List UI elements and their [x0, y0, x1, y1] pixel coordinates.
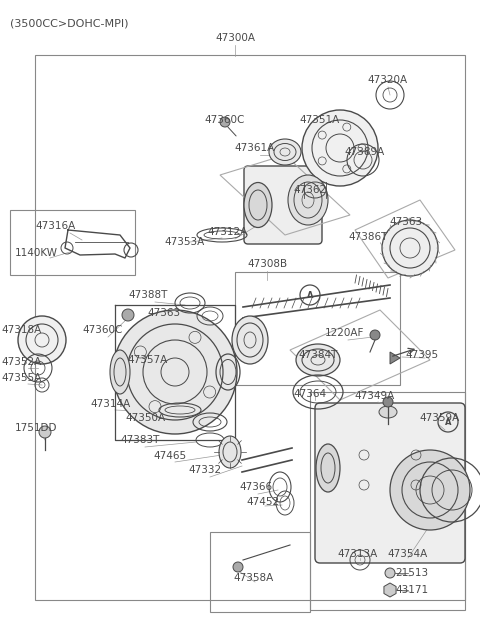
Ellipse shape — [296, 344, 340, 376]
Text: 47465: 47465 — [154, 451, 187, 461]
Text: 47349A: 47349A — [355, 391, 395, 401]
Ellipse shape — [288, 175, 328, 225]
Circle shape — [370, 330, 380, 340]
Text: 47313A: 47313A — [338, 549, 378, 559]
Text: 47366: 47366 — [240, 482, 273, 492]
Text: 1220AF: 1220AF — [325, 328, 365, 338]
Text: 47362: 47362 — [293, 185, 326, 195]
Text: 47355A: 47355A — [2, 373, 42, 383]
Text: 47318A: 47318A — [2, 325, 42, 335]
Bar — [235, 272, 400, 385]
Text: A: A — [307, 290, 313, 299]
Text: 1751DD: 1751DD — [15, 423, 57, 433]
Text: 47395: 47395 — [406, 350, 439, 360]
Text: 47316A: 47316A — [36, 221, 76, 231]
Text: 47320A: 47320A — [368, 75, 408, 85]
Text: 47364: 47364 — [293, 389, 326, 399]
Circle shape — [220, 117, 230, 127]
Bar — [210, 532, 310, 612]
Ellipse shape — [110, 350, 130, 394]
Text: 47360C: 47360C — [205, 115, 245, 125]
Circle shape — [383, 397, 393, 407]
Circle shape — [18, 316, 66, 364]
Text: 47332: 47332 — [189, 465, 222, 475]
Polygon shape — [390, 352, 400, 364]
Circle shape — [39, 426, 51, 438]
Ellipse shape — [269, 139, 301, 165]
Text: 47360C: 47360C — [83, 325, 123, 335]
Circle shape — [302, 110, 378, 186]
Text: 47386T: 47386T — [348, 232, 388, 242]
Text: 47363: 47363 — [389, 217, 422, 227]
Text: 47389A: 47389A — [345, 147, 385, 157]
Ellipse shape — [379, 406, 397, 418]
Ellipse shape — [219, 436, 241, 468]
Text: 47350A: 47350A — [125, 413, 165, 423]
Text: 47353A: 47353A — [165, 237, 205, 247]
Text: 47308B: 47308B — [247, 259, 287, 269]
Circle shape — [382, 220, 438, 276]
FancyBboxPatch shape — [244, 166, 322, 244]
Text: 47361A: 47361A — [235, 143, 275, 153]
Text: 47357A: 47357A — [128, 355, 168, 365]
Text: 47312A: 47312A — [208, 227, 248, 237]
Text: 47452: 47452 — [246, 497, 279, 507]
Ellipse shape — [244, 182, 272, 227]
Text: 47383T: 47383T — [120, 435, 160, 445]
Text: 47384T: 47384T — [298, 350, 338, 360]
Text: 47351A: 47351A — [300, 115, 340, 125]
Ellipse shape — [232, 316, 268, 364]
Text: (3500CC>DOHC-MPI): (3500CC>DOHC-MPI) — [10, 18, 129, 28]
Bar — [310, 392, 465, 610]
Circle shape — [385, 568, 395, 578]
Circle shape — [233, 562, 243, 572]
Text: 47363: 47363 — [147, 308, 180, 318]
Text: 47358A: 47358A — [234, 573, 274, 583]
Text: 43171: 43171 — [396, 585, 429, 595]
Circle shape — [390, 450, 470, 530]
Circle shape — [113, 310, 237, 434]
Text: 47314A: 47314A — [91, 399, 131, 409]
FancyBboxPatch shape — [315, 403, 465, 563]
Ellipse shape — [316, 444, 340, 492]
Text: A: A — [445, 417, 451, 426]
Bar — [10, 210, 135, 275]
Circle shape — [122, 309, 134, 321]
Text: 21513: 21513 — [396, 568, 429, 578]
Text: 1140KW: 1140KW — [14, 248, 58, 258]
Text: 47352A: 47352A — [2, 357, 42, 367]
Text: 47354A: 47354A — [388, 549, 428, 559]
Bar — [35, 55, 465, 600]
Text: 47388T: 47388T — [128, 290, 168, 300]
Text: 47359A: 47359A — [420, 413, 460, 423]
Polygon shape — [384, 583, 396, 597]
Text: 47300A: 47300A — [215, 33, 255, 43]
